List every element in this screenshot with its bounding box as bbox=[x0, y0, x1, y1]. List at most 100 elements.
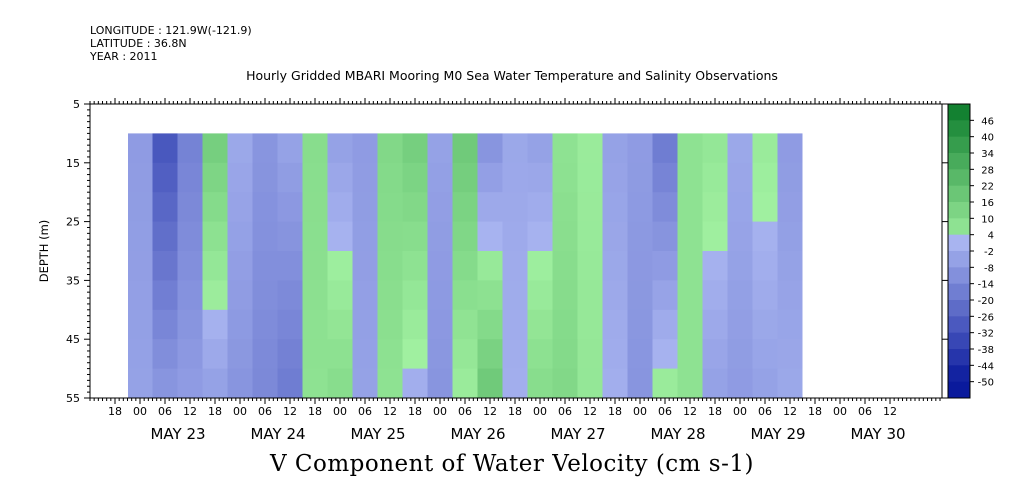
heatmap-cell bbox=[477, 133, 503, 164]
heatmap-cell bbox=[627, 368, 653, 399]
x-day-label: MAY 29 bbox=[750, 425, 805, 443]
x-tick-label: 06 bbox=[558, 405, 572, 418]
heatmap-cell bbox=[652, 280, 678, 311]
heatmap-cell bbox=[777, 280, 803, 311]
heatmap-cell bbox=[527, 133, 553, 164]
heatmap-cell bbox=[777, 368, 803, 399]
colorbar-swatch bbox=[948, 349, 970, 366]
heatmap-cell bbox=[702, 221, 728, 252]
heatmap-cell bbox=[427, 280, 453, 311]
heatmap-cell bbox=[527, 192, 553, 223]
heatmap-cell bbox=[352, 368, 378, 399]
heatmap-cell bbox=[302, 192, 328, 223]
heatmap-cell bbox=[602, 368, 628, 399]
heatmap-cell bbox=[302, 251, 328, 281]
x-tick-label: 06 bbox=[758, 405, 772, 418]
colorbar-tick-label: 16 bbox=[981, 198, 994, 209]
colorbar-swatch bbox=[948, 381, 970, 399]
heatmap-cell bbox=[777, 133, 803, 164]
heatmap-cell bbox=[752, 162, 778, 193]
x-tick-label: 18 bbox=[308, 405, 322, 418]
x-tick-label: 06 bbox=[458, 405, 472, 418]
heatmap-cell bbox=[377, 221, 403, 252]
heatmap-cell bbox=[652, 133, 678, 164]
heatmap-cell bbox=[277, 309, 303, 340]
heatmap-cell bbox=[527, 368, 553, 399]
heatmap-cell bbox=[252, 221, 278, 252]
heatmap-cell bbox=[627, 133, 653, 164]
heatmap-cell bbox=[652, 192, 678, 223]
heatmap-cell bbox=[402, 280, 428, 311]
heatmap-cell bbox=[627, 162, 653, 193]
heatmap-cell bbox=[427, 309, 453, 340]
heatmap-cell bbox=[777, 339, 803, 370]
heatmap-cell bbox=[277, 133, 303, 164]
x-tick-label: 18 bbox=[608, 405, 622, 418]
heatmap-cell bbox=[302, 339, 328, 370]
heatmap-cell bbox=[527, 162, 553, 193]
colorbar-swatch bbox=[948, 153, 970, 170]
x-tick-label: 12 bbox=[583, 405, 597, 418]
heatmap-cell bbox=[552, 221, 578, 252]
colorbar-tick-label: -20 bbox=[978, 296, 994, 307]
heatmap-cell bbox=[777, 221, 803, 252]
heatmap-cell bbox=[452, 162, 478, 193]
heatmap-cell bbox=[727, 221, 753, 252]
x-tick-label: 12 bbox=[683, 405, 697, 418]
heatmap-cell bbox=[552, 368, 578, 399]
heatmap-cell bbox=[252, 251, 278, 281]
x-tick-label: 18 bbox=[808, 405, 822, 418]
heatmap-cell bbox=[227, 192, 253, 223]
heatmap-cell bbox=[627, 221, 653, 252]
heatmap-cell bbox=[402, 162, 428, 193]
heatmap-cell bbox=[552, 280, 578, 311]
heatmap-cell bbox=[502, 368, 528, 399]
heatmap-cell bbox=[202, 221, 228, 252]
year-label: YEAR : 2011 bbox=[90, 50, 158, 63]
heatmap-cell bbox=[527, 309, 553, 340]
heatmap-cell bbox=[502, 221, 528, 252]
heatmap-cell bbox=[277, 192, 303, 223]
colorbar-tick-label: -38 bbox=[978, 345, 994, 356]
x-tick-label: 06 bbox=[858, 405, 872, 418]
heatmap-cell bbox=[677, 368, 703, 399]
heatmap-cell bbox=[128, 133, 153, 164]
heatmap-cell bbox=[727, 251, 753, 281]
heatmap-cell bbox=[702, 192, 728, 223]
heatmap-cell bbox=[227, 162, 253, 193]
heatmap-cell bbox=[227, 133, 253, 164]
x-day-label: MAY 30 bbox=[850, 425, 905, 443]
heatmap-cell bbox=[252, 192, 278, 223]
heatmap-cell bbox=[352, 162, 378, 193]
heatmap-cell bbox=[552, 162, 578, 193]
heatmap-cell bbox=[452, 339, 478, 370]
colorbar-swatch bbox=[948, 104, 970, 121]
heatmap-cell bbox=[177, 309, 203, 340]
heatmap-cell bbox=[552, 133, 578, 164]
heatmap-cell bbox=[327, 221, 353, 252]
heatmap-cell bbox=[627, 251, 653, 281]
colorbar-tick-label: 40 bbox=[981, 133, 994, 144]
x-day-label: MAY 26 bbox=[450, 425, 505, 443]
heatmap-cell bbox=[302, 133, 328, 164]
heatmap-cell bbox=[452, 368, 478, 399]
heatmap-cell bbox=[252, 339, 278, 370]
heatmap-cell bbox=[752, 309, 778, 340]
heatmap-cell bbox=[277, 221, 303, 252]
heatmap-cell bbox=[377, 309, 403, 340]
heatmap-cell bbox=[502, 162, 528, 193]
heatmap-cell bbox=[152, 339, 178, 370]
heatmap-cell bbox=[477, 280, 503, 311]
heatmap-cell bbox=[128, 251, 153, 281]
heatmap-cell bbox=[502, 192, 528, 223]
heatmap-cell bbox=[727, 368, 753, 399]
latitude-label: LATITUDE : 36.8N bbox=[90, 37, 187, 50]
heatmap-cell bbox=[602, 251, 628, 281]
colorbar-swatch bbox=[948, 120, 970, 138]
heatmap-cell bbox=[202, 368, 228, 399]
heatmap-cell bbox=[702, 339, 728, 370]
heatmap-cell bbox=[777, 251, 803, 281]
heatmap-cell bbox=[527, 251, 553, 281]
heatmap-cell bbox=[402, 221, 428, 252]
